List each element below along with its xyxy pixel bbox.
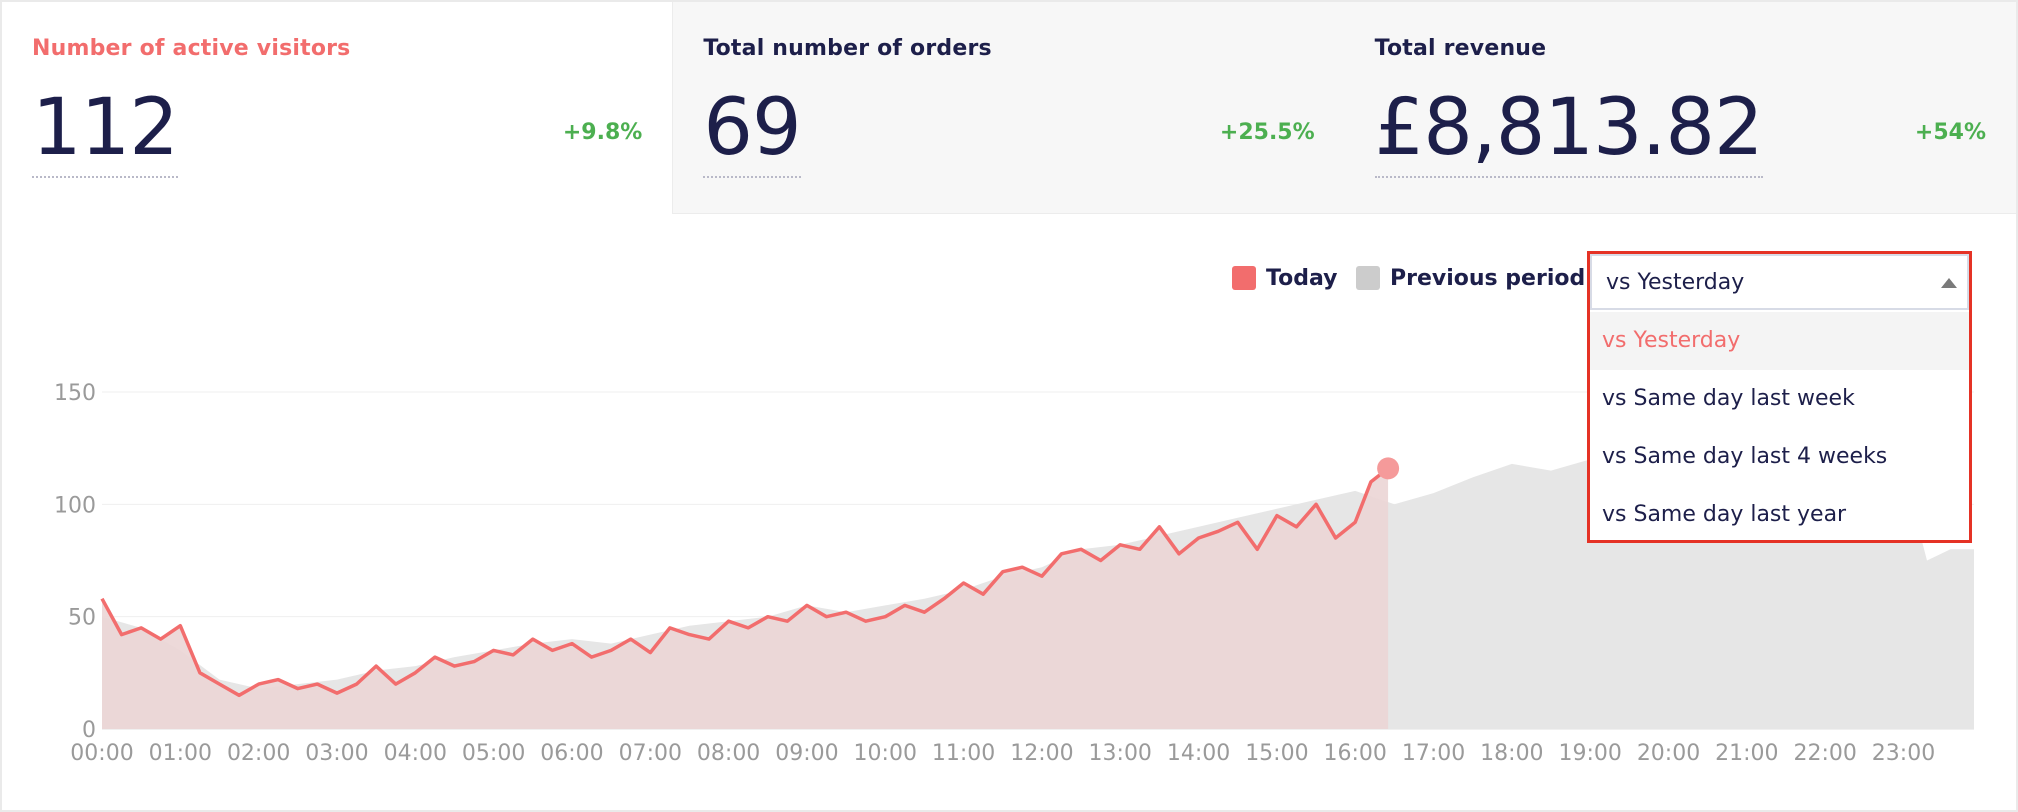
legend-item-today[interactable]: Today <box>1232 262 1337 294</box>
x-tick-label: 13:00 <box>1089 741 1152 766</box>
kpi-card-total-revenue[interactable]: Total revenue £8,813.82 +54% <box>1344 2 2016 214</box>
kpi-value: £8,813.82 <box>1374 83 1764 178</box>
y-axis: 0 50 100 150 <box>54 381 96 743</box>
kpi-card-active-visitors[interactable]: Number of active visitors 112 +9.8% <box>2 2 674 214</box>
comparison-dropdown[interactable]: vs Yesterday vs Yesterday vs Same day la… <box>1587 251 1972 543</box>
kpi-value: 69 <box>703 83 802 178</box>
kpi-value: 112 <box>32 83 179 178</box>
y-tick-label: 50 <box>68 606 96 631</box>
x-tick-label: 06:00 <box>540 741 603 766</box>
x-tick-label: 07:00 <box>619 741 682 766</box>
kpi-change: +9.8% <box>562 120 643 145</box>
x-tick-label: 18:00 <box>1480 741 1543 766</box>
x-tick-label: 09:00 <box>775 741 838 766</box>
kpi-label: Total revenue <box>1374 36 1547 61</box>
kpi-change: +25.5% <box>1219 120 1315 145</box>
option-vs-yesterday[interactable]: vs Yesterday <box>1590 312 1969 370</box>
x-axis: 00:00 01:00 02:00 03:00 04:00 05:00 06:00 07:00… <box>70 741 1935 766</box>
y-tick-label: 150 <box>54 381 96 406</box>
kpi-card-total-orders[interactable]: Total number of orders 69 +25.5% <box>673 2 1345 214</box>
kpi-label: Total number of orders <box>703 36 992 61</box>
chart-areas <box>100 457 1974 729</box>
x-tick-label: 12:00 <box>1010 741 1073 766</box>
y-tick-label: 0 <box>82 718 96 743</box>
x-tick-label: 03:00 <box>305 741 368 766</box>
legend-label-previous: Previous period <box>1390 265 1586 291</box>
x-tick-label: 20:00 <box>1637 741 1700 766</box>
legend-swatch-previous <box>1356 266 1380 290</box>
comparison-selected-value: vs Yesterday <box>1606 270 1745 295</box>
x-tick-label: 23:00 <box>1872 741 1935 766</box>
x-tick-label: 01:00 <box>149 741 212 766</box>
option-vs-same-day-last-week[interactable]: vs Same day last week <box>1602 386 1855 411</box>
x-tick-label: 21:00 <box>1715 741 1778 766</box>
comparison-options: vs Yesterday vs Same day last week vs Sa… <box>1590 312 1969 544</box>
comparison-select[interactable]: vs Yesterday <box>1590 254 1969 310</box>
x-tick-label: 19:00 <box>1558 741 1621 766</box>
kpi-change: +54% <box>1914 120 1986 145</box>
option-vs-same-day-last-year[interactable]: vs Same day last year <box>1602 502 1847 527</box>
caret-up-icon[interactable] <box>1941 278 1957 288</box>
y-tick-label: 100 <box>54 493 96 518</box>
legend-swatch-today <box>1232 266 1256 290</box>
legend-item-previous-period[interactable]: Previous period <box>1356 262 1585 294</box>
kpi-label: Number of active visitors <box>32 36 351 61</box>
option-vs-same-day-last-4-weeks[interactable]: vs Same day last 4 weeks <box>1602 444 1888 469</box>
x-tick-label: 22:00 <box>1793 741 1856 766</box>
series-line-today <box>100 467 1390 698</box>
series-area-today <box>102 468 1389 729</box>
x-tick-label: 10:00 <box>854 741 917 766</box>
x-tick-label: 02:00 <box>227 741 290 766</box>
x-tick-label: 17:00 <box>1402 741 1465 766</box>
x-tick-label: 14:00 <box>1167 741 1230 766</box>
x-tick-label: 00:00 <box>70 741 133 766</box>
current-value-marker <box>1377 457 1400 480</box>
x-tick-label: 15:00 <box>1245 741 1308 766</box>
x-tick-label: 16:00 <box>1324 741 1387 766</box>
x-tick-label: 05:00 <box>462 741 525 766</box>
x-tick-label: 08:00 <box>697 741 760 766</box>
x-tick-label: 11:00 <box>932 741 995 766</box>
x-tick-label: 04:00 <box>384 741 447 766</box>
kpi-row: Number of active visitors 112 +9.8% Tota… <box>2 2 2016 214</box>
legend-label-today: Today <box>1266 265 1338 291</box>
